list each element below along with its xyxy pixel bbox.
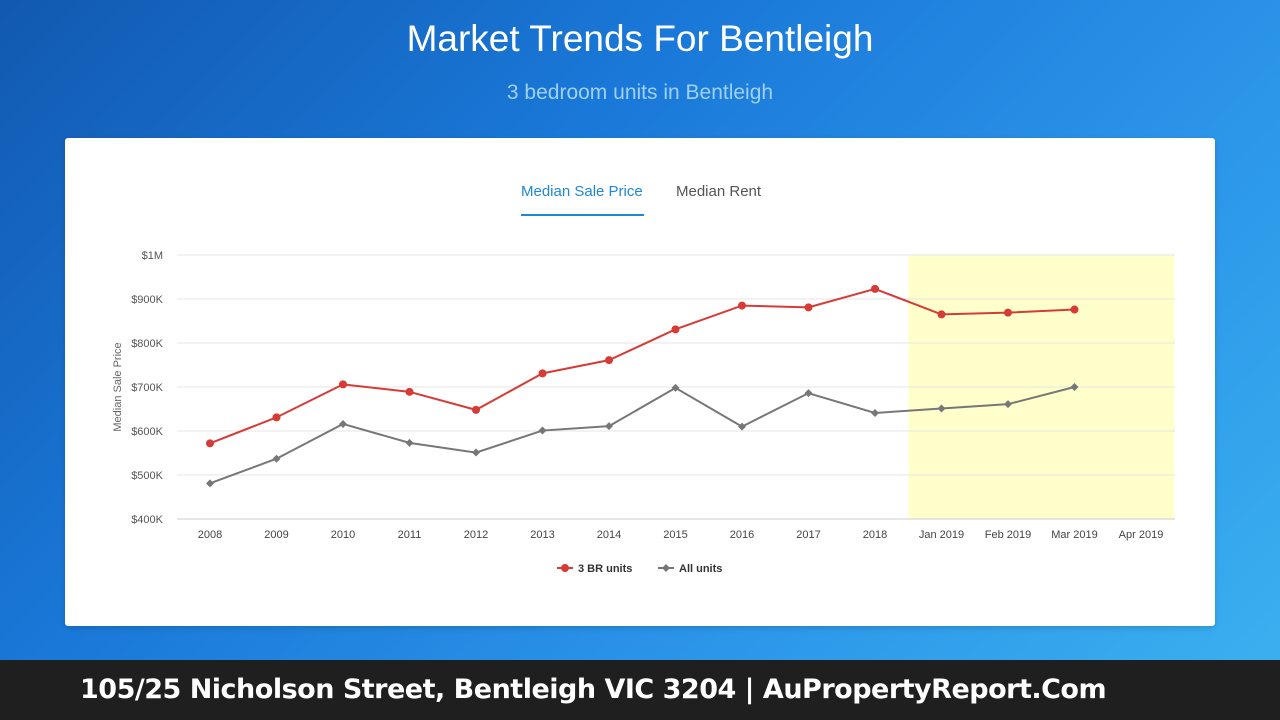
data-point <box>605 422 613 431</box>
chart-card: Median Sale Price Median Rent $400K $500K… <box>65 138 1215 626</box>
data-point <box>538 426 547 435</box>
legend-label: 3 BR units <box>578 563 632 575</box>
x-tick-label: Apr 2019 <box>1119 529 1164 541</box>
data-point <box>738 301 746 310</box>
data-point <box>1070 383 1079 391</box>
data-point <box>472 405 480 414</box>
y-axis-label: Median Sale Price <box>112 342 124 431</box>
x-tick-label: 2017 <box>796 529 820 541</box>
x-tick-label: 2015 <box>663 529 687 541</box>
x-tick-label: 2010 <box>331 529 355 541</box>
data-point <box>405 438 414 447</box>
y-tick-label: $800K <box>131 338 163 350</box>
data-point <box>472 448 480 457</box>
data-point <box>272 454 281 463</box>
data-point <box>671 325 680 334</box>
page-subtitle: 3 bedroom units in Bentleigh <box>506 81 774 104</box>
data-point <box>206 439 214 448</box>
data-point <box>405 387 414 396</box>
tab-median-sale-price[interactable]: Median Sale Price <box>521 183 644 216</box>
series-line-1 <box>209 386 1075 485</box>
y-tick-label: $700K <box>131 382 163 394</box>
data-point <box>937 404 946 413</box>
data-point <box>671 383 680 392</box>
legend-marker <box>561 564 569 572</box>
y-tick-label: $400K <box>131 514 163 526</box>
data-point <box>1070 305 1079 314</box>
x-tick-label: 2008 <box>198 529 222 541</box>
data-point <box>871 284 879 293</box>
y-tick-label: $600K <box>131 426 163 438</box>
legend-label: All units <box>679 563 722 575</box>
data-point <box>937 310 946 319</box>
x-tick-label: 2012 <box>464 529 488 541</box>
data-point <box>538 369 547 378</box>
x-tick-label: 2016 <box>730 529 754 541</box>
y-tick-label: $900K <box>131 294 163 306</box>
footer-address: 105/25 Nicholson Street, Bentleigh VIC 3… <box>80 674 1107 705</box>
legend-marker <box>662 564 670 572</box>
data-point <box>206 479 214 488</box>
data-point <box>1004 308 1012 317</box>
line-chart: $400K $500K $600K $700K $800K $900K $1M Median … <box>112 250 1175 575</box>
series-line-0 <box>209 287 1075 445</box>
legend-item-1: All units <box>658 563 722 575</box>
data-point <box>871 408 879 417</box>
page-title: Market Trends For Bentleigh <box>406 18 874 59</box>
data-point <box>1004 400 1012 409</box>
tab-median-rent[interactable]: Median Rent <box>676 183 762 200</box>
data-point <box>738 422 746 431</box>
x-tick-label: 2009 <box>264 529 288 541</box>
x-tick-label: 2014 <box>597 529 621 541</box>
x-tick-label: Jan 2019 <box>919 529 964 541</box>
y-tick-label: $500K <box>131 470 163 482</box>
footer-bar: 105/25 Nicholson Street, Bentleigh VIC 3… <box>0 660 1280 720</box>
data-point <box>272 413 281 422</box>
data-point <box>804 389 813 398</box>
x-tick-label: 2011 <box>398 529 422 541</box>
y-tick-label: $1M <box>142 250 163 262</box>
x-tick-label: 2013 <box>530 529 554 541</box>
x-tick-label: Mar 2019 <box>1051 529 1097 541</box>
x-tick-label: 2018 <box>863 529 887 541</box>
data-point <box>339 380 347 389</box>
x-tick-label: Feb 2019 <box>985 529 1031 541</box>
data-point <box>804 303 813 312</box>
data-point <box>339 419 347 428</box>
legend-item-0: 3 BR units <box>557 563 632 575</box>
data-point <box>605 356 613 365</box>
